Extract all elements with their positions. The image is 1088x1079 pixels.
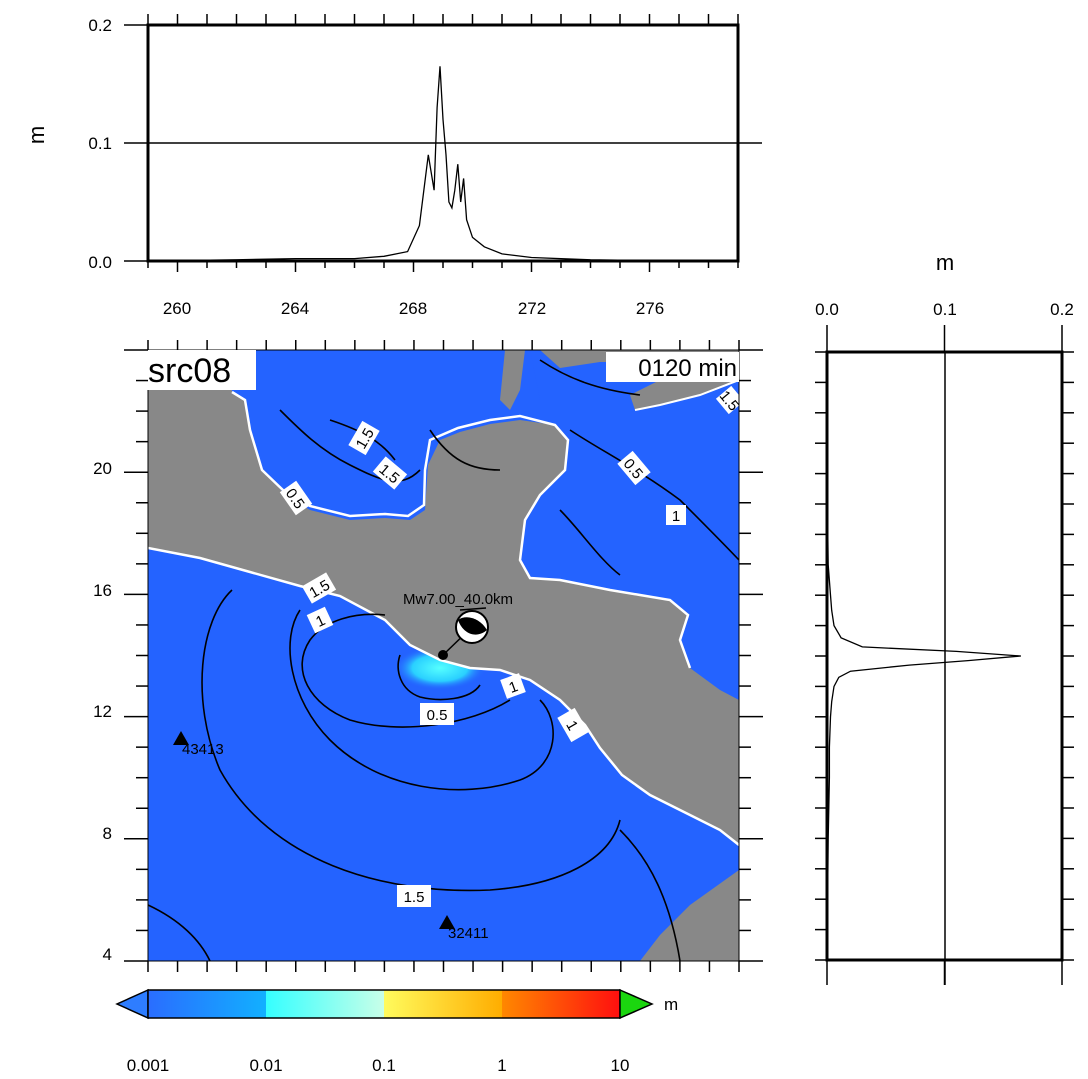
focal-mechanism-icon bbox=[455, 607, 489, 644]
station-marker-32411 bbox=[439, 915, 455, 929]
contour-label-9: 0.5 bbox=[420, 703, 454, 725]
colorbar-high-arrow bbox=[619, 988, 654, 1020]
side-xtick-2: 0.2 bbox=[1050, 300, 1074, 319]
top-xtick-0: 260 bbox=[163, 299, 191, 318]
top-ytick-1: 0.1 bbox=[88, 134, 112, 153]
colorbar-tick-2: 0.1 bbox=[372, 1056, 396, 1075]
top-xtick-1: 264 bbox=[281, 299, 309, 318]
side-xtick-1: 0.1 bbox=[933, 300, 957, 319]
station-label-43413: 43413 bbox=[182, 741, 224, 758]
source-label-box bbox=[143, 350, 256, 390]
map-ytick-16: 16 bbox=[93, 581, 112, 600]
contour-label-8: 1 bbox=[500, 673, 526, 699]
time-label-box bbox=[606, 352, 739, 382]
top-profile-panel: 0.2 0.1 0.0 m 260 264 268 272 276 bbox=[24, 14, 762, 318]
map-panel: 1.5 1.5 0.5 1 0.5 1 bbox=[93, 340, 763, 972]
colorbar-segment-4 bbox=[502, 990, 620, 1018]
side-profile-panel: m 0.0 0.1 0.2 bbox=[815, 250, 1074, 985]
gulf-of-mexico bbox=[250, 350, 540, 516]
station-marker-43413 bbox=[173, 731, 189, 745]
top-profile-line bbox=[147, 66, 680, 262]
side-xlabel: m bbox=[936, 250, 954, 275]
event-label: Mw7.00_40.0km bbox=[403, 591, 513, 608]
svg-text:1.5: 1.5 bbox=[404, 889, 425, 906]
source-label: src08 bbox=[148, 352, 231, 390]
epicenter-dot bbox=[438, 650, 448, 660]
top-xtick-4: 276 bbox=[636, 299, 664, 318]
coastline-cuba bbox=[634, 379, 739, 411]
station-label-32411: 32411 bbox=[448, 925, 489, 942]
svg-text:0.5: 0.5 bbox=[427, 707, 448, 724]
map-ytick-20: 20 bbox=[93, 459, 112, 478]
time-label: 0120 min bbox=[638, 355, 737, 382]
colorbar-tick-4: 10 bbox=[611, 1056, 630, 1075]
top-ytick-2: 0.0 bbox=[88, 253, 112, 272]
map-ytick-8: 8 bbox=[103, 824, 112, 843]
land-south bbox=[640, 870, 739, 961]
contour-label-4: 1 bbox=[666, 505, 686, 525]
contour-label-11: 1.5 bbox=[397, 885, 431, 907]
colorbar: m 0.001 0.01 0.1 1 10 bbox=[115, 988, 678, 1075]
side-profile-line bbox=[826, 352, 1021, 961]
contour-label-10: 1 bbox=[557, 707, 589, 743]
coastline bbox=[148, 546, 739, 846]
top-xtick-3: 272 bbox=[518, 299, 546, 318]
colorbar-segment-1 bbox=[148, 990, 266, 1018]
colorbar-unit: m bbox=[664, 995, 678, 1014]
top-ylabel: m bbox=[24, 126, 49, 144]
land-cuba bbox=[540, 350, 739, 410]
map-ytick-12: 12 bbox=[93, 702, 112, 721]
colorbar-segment-2 bbox=[266, 990, 384, 1018]
top-ytick-0: 0.2 bbox=[88, 16, 112, 35]
contour-label-6: 1 bbox=[306, 606, 334, 634]
side-xtick-0: 0.0 bbox=[815, 300, 839, 319]
colorbar-tick-0: 0.001 bbox=[127, 1056, 170, 1075]
svg-text:1: 1 bbox=[672, 508, 680, 525]
contour-label-7: 1.5 bbox=[301, 572, 337, 604]
map-ytick-4: 4 bbox=[103, 945, 112, 964]
colorbar-low-arrow bbox=[115, 988, 149, 1020]
land-central-america bbox=[148, 350, 739, 845]
colorbar-tick-3: 1 bbox=[497, 1056, 506, 1075]
colorbar-segment-3 bbox=[384, 990, 502, 1018]
top-xtick-2: 268 bbox=[399, 299, 427, 318]
colorbar-tick-1: 0.01 bbox=[249, 1056, 282, 1075]
land-florida-coast bbox=[500, 350, 525, 410]
